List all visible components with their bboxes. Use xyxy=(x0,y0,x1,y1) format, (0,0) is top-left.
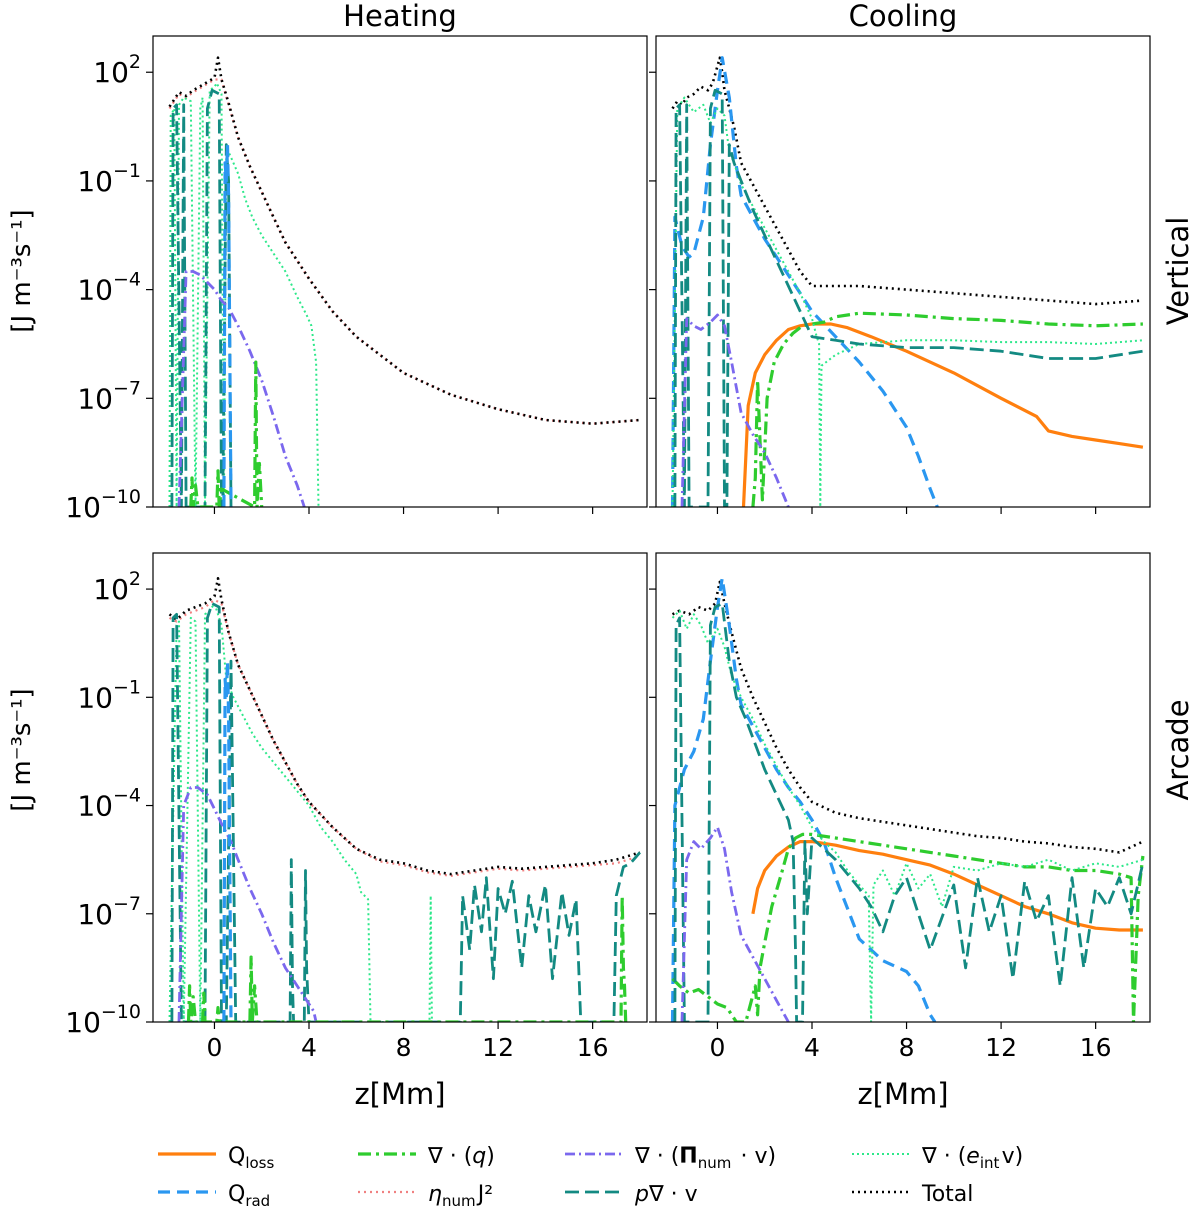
legend-label: Total xyxy=(921,1182,973,1207)
y-tick-label: 10−1 xyxy=(77,676,141,714)
series-total xyxy=(671,580,1144,854)
axes-frame xyxy=(655,35,1151,508)
series-qloss xyxy=(741,322,1144,507)
series-divev xyxy=(671,609,1144,1022)
y-axis-label-bottom: [J m⁻³s⁻¹] xyxy=(7,688,37,811)
legend-label: ηnum J² xyxy=(428,1182,493,1210)
x-tick-label: 4 xyxy=(804,1033,820,1062)
series-group xyxy=(168,577,641,1022)
legend-item-divq: ∇ · (q) xyxy=(358,1144,495,1169)
series-divq xyxy=(751,311,1143,507)
series-pdivv xyxy=(170,88,233,507)
column-title-heating: Heating xyxy=(343,0,457,33)
series-total xyxy=(671,56,1143,306)
x-tick-label: 8 xyxy=(899,1033,915,1062)
row-title-vertical: Vertical xyxy=(1161,217,1195,326)
x-tick-label: 12 xyxy=(482,1033,514,1062)
axes-frame xyxy=(152,35,648,508)
y-tick-label: 10−4 xyxy=(77,269,141,307)
panel-3: 0 4 8 12 16 102 10−1 10−4 10−7 10−10 xyxy=(65,552,648,1062)
x-tick-label: 16 xyxy=(577,1033,609,1062)
series-divq xyxy=(186,894,628,1022)
y-tick-label: 10−1 xyxy=(77,160,141,198)
y-tick-label: 10−7 xyxy=(77,893,141,931)
series-qrad xyxy=(670,576,937,1022)
series-ohm xyxy=(169,598,641,877)
legend-item-divev: ∇ · (eint v) xyxy=(852,1144,1023,1172)
series-group xyxy=(670,576,1145,1022)
series-group xyxy=(168,56,641,507)
x-tick-label: 8 xyxy=(396,1033,412,1062)
series-qrad xyxy=(222,143,233,507)
series-visc xyxy=(177,786,318,1022)
y-tick-label: 102 xyxy=(93,51,141,89)
x-tick-label: 12 xyxy=(985,1033,1017,1062)
legend-item-visc: ∇ · (Πnum · v) xyxy=(565,1144,776,1172)
x-tick-label: 16 xyxy=(1080,1033,1112,1062)
row-title-arcade: Arcade xyxy=(1161,699,1195,800)
series-qloss xyxy=(751,840,1143,932)
y-tick-label: 10−10 xyxy=(65,1001,141,1039)
x-tick-label: 4 xyxy=(301,1033,317,1062)
series-divev xyxy=(168,82,320,507)
series-qrad xyxy=(670,56,939,507)
legend: Qloss Qrad ∇ · (q) ηnum J² ∇ · (Πnum · v) p… xyxy=(158,1144,1023,1210)
column-title-cooling: Cooling xyxy=(849,0,958,33)
x-tick-label: 0 xyxy=(207,1033,223,1062)
x-tick-label: 0 xyxy=(710,1033,726,1062)
y-tick-label: 102 xyxy=(93,568,141,606)
axes-frame xyxy=(655,552,1151,1023)
legend-label: ∇ · (q) xyxy=(427,1144,495,1169)
y-tick-label: 10−4 xyxy=(77,785,141,823)
series-total xyxy=(168,56,641,425)
series-divq xyxy=(671,832,1145,1022)
series-visc xyxy=(680,825,790,1022)
series-visc xyxy=(680,313,790,507)
series-pdivv xyxy=(170,602,641,1022)
legend-item-qloss: Qloss xyxy=(158,1144,277,1172)
series-divq xyxy=(189,360,264,507)
y-tick-label: 10−7 xyxy=(77,377,141,415)
legend-label: ∇ · (eint v) xyxy=(921,1144,1023,1172)
series-pdivv xyxy=(673,88,1144,507)
series-ohm xyxy=(168,78,640,425)
legend-item-qrad: Qrad xyxy=(158,1182,272,1210)
y-tick-label: 10−10 xyxy=(65,486,141,524)
legend-label: Qloss xyxy=(228,1144,277,1172)
x-axis-label-heating: z[Mm] xyxy=(354,1077,445,1111)
panel-2 xyxy=(649,35,1151,514)
legend-label: p∇ · v xyxy=(634,1182,698,1207)
legend-item-pdivv: p∇ · v xyxy=(565,1182,698,1207)
series-pdivv xyxy=(673,602,1145,1022)
y-axis-label-top: [J m⁻³s⁻¹] xyxy=(7,209,37,332)
series-group xyxy=(670,56,1144,507)
x-axis-label-cooling: z[Mm] xyxy=(857,1077,948,1111)
series-divev xyxy=(671,96,1143,507)
panel-4: 0 4 8 12 16 xyxy=(649,552,1151,1062)
legend-label: ∇ · (Πnum · v) xyxy=(634,1144,776,1172)
series-qrad xyxy=(222,659,233,1022)
legend-label: Qrad xyxy=(228,1182,272,1210)
legend-item-ohm: ηnum J² xyxy=(358,1182,493,1210)
panel-1: 102 10−1 10−4 10−7 10−10 xyxy=(65,35,648,524)
axes-frame xyxy=(152,552,648,1023)
series-divev xyxy=(168,602,433,1022)
legend-item-total: Total xyxy=(852,1182,973,1207)
series-total xyxy=(168,577,641,876)
